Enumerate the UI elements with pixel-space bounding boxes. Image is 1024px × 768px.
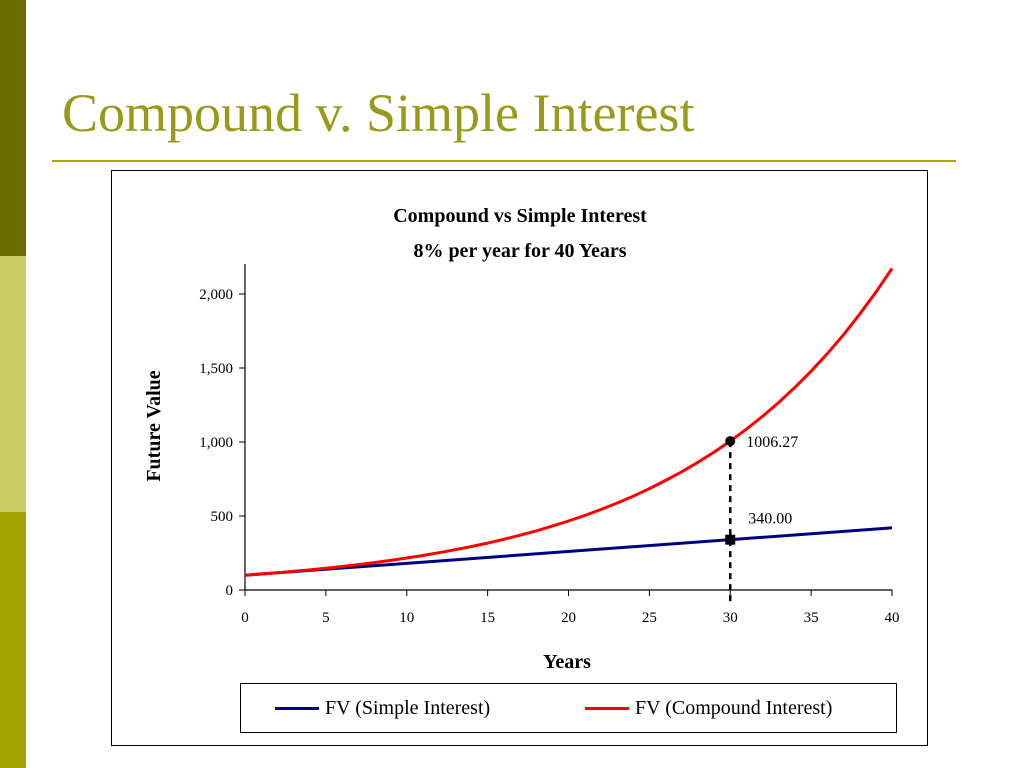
series-line-simple <box>244 526 893 577</box>
x-axis-label: Years <box>543 651 591 673</box>
legend-item-simple: FV (Simple Interest) <box>275 697 490 720</box>
y-axis-label: Future Value <box>143 370 165 481</box>
series-line-compound <box>244 267 894 577</box>
accent-bar-top <box>0 0 26 256</box>
annotation-label: 340.00 <box>748 511 792 528</box>
x-tick-label: 30 <box>723 610 738 626</box>
legend-item-compound: FV (Compound Interest) <box>585 697 832 720</box>
x-tick-label: 40 <box>885 610 900 626</box>
legend-label-simple: FV (Simple Interest) <box>325 697 491 719</box>
x-tick-label: 20 <box>561 610 576 626</box>
x-tick-label: 5 <box>322 610 330 626</box>
x-tick-label: 25 <box>642 610 657 626</box>
y-tick-label: 1,500 <box>199 361 233 377</box>
x-tick-label: 10 <box>399 610 414 626</box>
chart-frame <box>111 170 928 746</box>
annotation-label: 1006.27 <box>746 434 798 451</box>
annotation-marker <box>725 534 736 545</box>
y-tick-label: 2,000 <box>199 287 233 303</box>
x-tick-label: 35 <box>804 610 819 626</box>
accent-bar-middle <box>0 256 26 512</box>
annotation-marker <box>725 436 736 447</box>
slide-title: Compound v. Simple Interest <box>62 83 695 143</box>
chart-subtitle: 8% per year for 40 Years <box>413 240 626 262</box>
chart-title: Compound vs Simple Interest <box>393 205 647 227</box>
legend: FV (Simple Interest) FV (Compound Intere… <box>240 683 897 733</box>
legend-swatch-simple <box>275 707 319 710</box>
legend-swatch-compound <box>585 707 629 710</box>
x-tick-label: 15 <box>480 610 495 626</box>
x-tick-label: 0 <box>241 610 249 626</box>
y-tick-label: 500 <box>211 509 234 525</box>
y-tick-label: 0 <box>226 583 234 599</box>
accent-bar-bottom <box>0 512 26 768</box>
title-divider <box>52 160 956 162</box>
y-tick-label: 1,000 <box>199 435 233 451</box>
legend-label-compound: FV (Compound Interest) <box>635 697 833 719</box>
